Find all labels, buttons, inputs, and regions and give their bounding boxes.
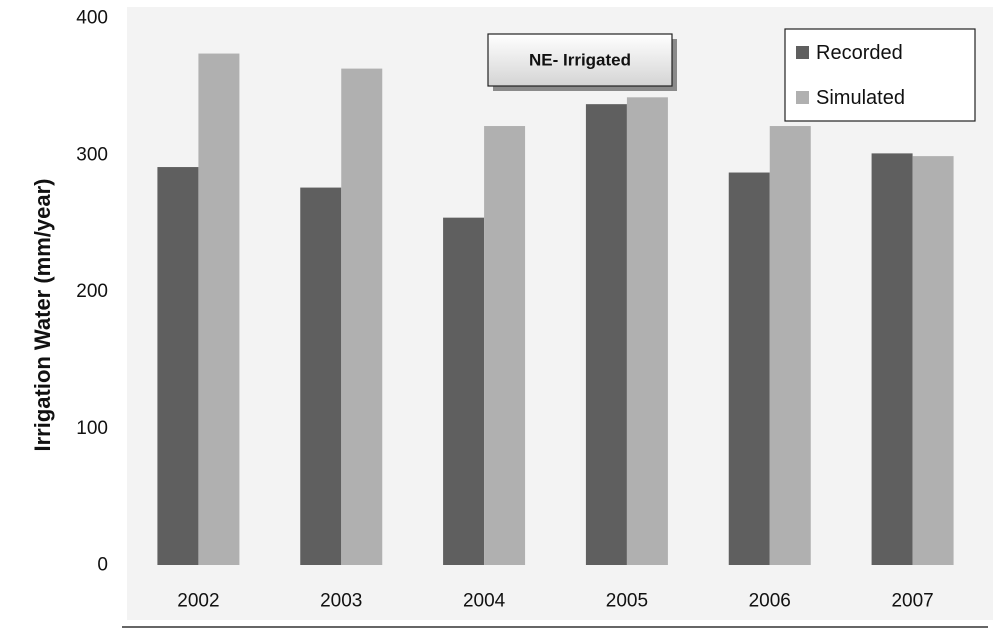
legend-swatch-recorded <box>796 46 809 59</box>
y-tick-label: 400 <box>76 8 108 29</box>
bar-simulated-2004 <box>484 126 526 565</box>
annotation-label: NE- Irrigated <box>529 51 631 70</box>
y-axis-title: Irrigation Water (mm/year) <box>30 178 55 451</box>
bar-simulated-2007 <box>912 156 954 565</box>
legend: Recorded Simulated <box>784 28 976 122</box>
legend-label-recorded: Recorded <box>816 42 903 64</box>
bar-recorded-2003 <box>300 187 342 565</box>
x-tick-label: 2007 <box>891 591 933 612</box>
bar-recorded-2002 <box>157 167 199 565</box>
x-tick-label: 2006 <box>749 591 791 612</box>
x-axis: 2002 2003 2004 2005 2006 2007 <box>177 591 933 612</box>
x-tick-label: 2004 <box>463 591 506 612</box>
bar-recorded-2007 <box>871 153 913 565</box>
y-axis: 0 100 200 300 400 <box>76 8 108 576</box>
bar-simulated-2003 <box>341 68 383 565</box>
legend-box <box>784 28 976 122</box>
y-tick-label: 300 <box>76 144 108 165</box>
x-tick-label: 2003 <box>320 591 362 612</box>
y-tick-label: 0 <box>97 555 108 576</box>
bar-simulated-2002 <box>198 53 240 566</box>
bar-recorded-2005 <box>585 104 627 565</box>
bar-recorded-2006 <box>728 172 770 565</box>
x-tick-label: 2005 <box>606 591 648 612</box>
y-tick-label: 100 <box>76 418 108 439</box>
y-tick-label: 200 <box>76 281 108 302</box>
bars <box>157 53 954 566</box>
x-tick-label: 2002 <box>177 591 219 612</box>
annotation-box: NE- Irrigated <box>487 33 677 91</box>
legend-swatch-simulated <box>796 91 809 104</box>
bar-simulated-2006 <box>769 126 811 565</box>
bar-recorded-2004 <box>443 217 485 565</box>
bar-simulated-2005 <box>626 97 668 565</box>
legend-label-simulated: Simulated <box>816 87 905 109</box>
